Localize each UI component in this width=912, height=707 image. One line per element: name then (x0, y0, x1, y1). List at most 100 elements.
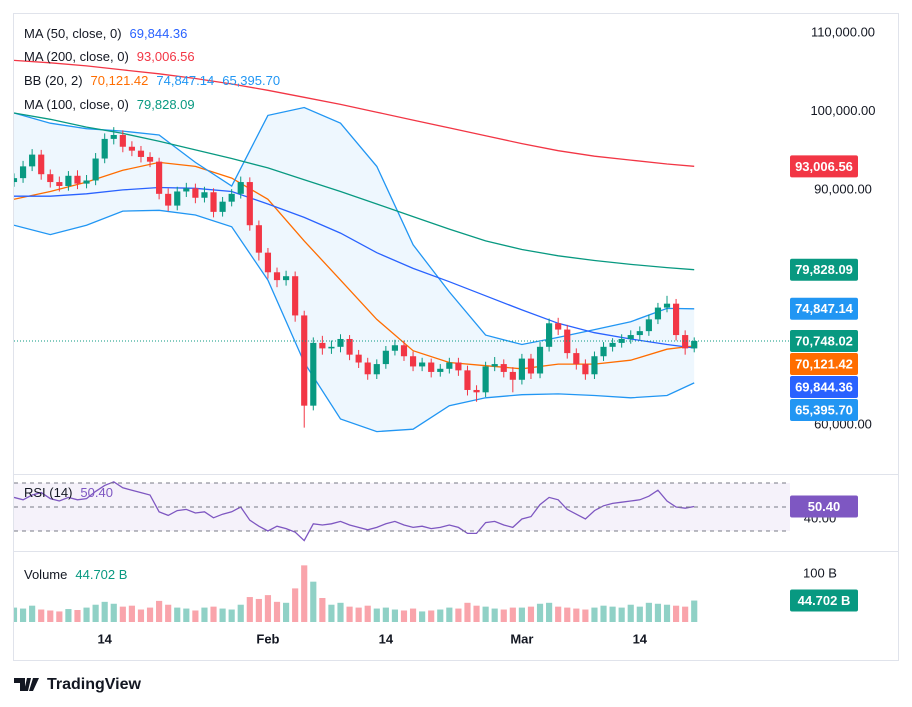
badge-text: 93,006.56 (795, 159, 853, 174)
logo-icon (14, 678, 39, 691)
volume-bar (156, 600, 163, 622)
volume-bar (292, 588, 299, 622)
badge-text: 70,121.42 (795, 356, 853, 371)
volume-bar (527, 606, 535, 622)
legend-name: BB (20, 2) (24, 73, 83, 88)
candle-body (527, 358, 535, 374)
price-badge: 70,121.42 (790, 352, 858, 375)
x-tick-label: Mar (510, 631, 533, 646)
badge-text: 79,828.09 (795, 262, 853, 277)
volume-bar (74, 610, 81, 622)
volume-bar (255, 598, 262, 622)
volume-bar (83, 607, 90, 622)
volume-bar (509, 607, 516, 622)
candle-body (391, 345, 399, 351)
candle-body (246, 182, 253, 226)
bb-line (14, 209, 695, 433)
badge-text: 50.40 (808, 499, 841, 514)
badge-bg (790, 375, 858, 398)
volume-bar (29, 605, 36, 622)
logo-text: TradingView (47, 676, 142, 693)
candle-body (101, 138, 108, 159)
candle-body (645, 319, 652, 332)
volume-bar (228, 609, 235, 622)
candle-body (663, 303, 671, 308)
volume-bar (618, 607, 625, 622)
y-tick-label: 100,000.00 (810, 103, 875, 118)
rsi-line (14, 481, 695, 542)
legend-value: 65,395.70 (222, 73, 280, 88)
legend-name: Volume (24, 567, 67, 582)
volume-bar (573, 608, 580, 622)
candle-body (174, 191, 181, 206)
candle-body (364, 362, 371, 375)
candle-body (654, 307, 662, 320)
volume-bar (355, 607, 362, 622)
volume-bar (264, 595, 272, 622)
candle-body (165, 193, 172, 206)
volume-bar (137, 609, 145, 622)
price-badge: 44.702 B (790, 589, 858, 612)
candle-body (264, 252, 272, 273)
volume-bar (518, 607, 525, 622)
volume-bar (446, 607, 453, 622)
candle-body (446, 362, 453, 369)
candle-body (464, 370, 471, 390)
volume-bar (654, 603, 662, 622)
candle-body (92, 158, 99, 181)
badge-bg (790, 155, 858, 178)
y-tick-label: 110,000.00 (811, 24, 875, 39)
badge-bg (790, 258, 858, 281)
candle-body (337, 338, 344, 347)
candle-body (65, 175, 72, 186)
legend-entry: BB (20, 2) 70,121.42 74,847.14 65,395.70 (24, 73, 280, 88)
badge-text: 65,395.70 (795, 402, 853, 417)
volume-bar (192, 610, 199, 622)
volume-bar (237, 604, 244, 622)
candle-body (328, 346, 335, 349)
volume-bar (174, 607, 181, 622)
legend-name: MA (100, close, 0) (24, 97, 129, 112)
price-badge: 65,395.70 (790, 398, 858, 421)
volume-bar (337, 602, 344, 622)
candle-body (473, 389, 480, 393)
volume-bar (682, 606, 689, 622)
price-badge: 93,006.56 (790, 155, 858, 178)
legend-entry: MA (50, close, 0) 69,844.36 (24, 26, 187, 41)
candle-body (346, 338, 353, 355)
candle-body (564, 329, 571, 354)
legend-name: RSI (14) (24, 485, 72, 500)
candle-body (219, 201, 226, 212)
candle-body (255, 225, 262, 253)
volume-bar (546, 602, 553, 622)
candle-body (310, 342, 317, 406)
volume-bar (19, 608, 27, 622)
candle-body (237, 182, 244, 194)
volume-tick-label: 100 B (803, 565, 837, 580)
candle-body (110, 134, 117, 139)
volume-bar (301, 565, 308, 622)
candle-body (128, 146, 135, 151)
volume-bar (382, 607, 389, 622)
price-badge: 74,847.14 (790, 297, 858, 320)
candle-body (319, 342, 326, 349)
candle-body (19, 166, 27, 179)
volume-bar (473, 605, 480, 622)
price-badge: 79,828.09 (790, 258, 858, 281)
volume-bar (500, 609, 507, 622)
volume-bar (92, 604, 99, 622)
volume-bar (636, 606, 643, 622)
volume-bar (663, 604, 671, 622)
volume-bar (65, 609, 72, 622)
legend-value: 50.40 (80, 485, 113, 500)
candle-body (74, 175, 81, 184)
volume-bar (536, 603, 544, 622)
volume-bar (645, 602, 652, 622)
volume-bar (673, 605, 680, 622)
volume-bar (419, 611, 426, 622)
candle-body (29, 154, 36, 167)
badge-text: 74,847.14 (795, 301, 854, 316)
candle-body (301, 315, 308, 406)
ma-line (14, 112, 695, 271)
volume-bar (119, 606, 126, 622)
